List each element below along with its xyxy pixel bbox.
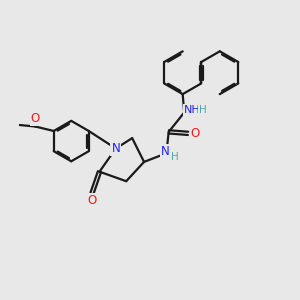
Text: N: N <box>111 142 120 155</box>
Text: H: H <box>199 105 206 115</box>
Text: N: N <box>160 145 169 158</box>
Text: H: H <box>171 152 179 162</box>
Text: O: O <box>191 127 200 140</box>
Text: NH: NH <box>184 105 201 115</box>
Text: O: O <box>31 112 40 125</box>
Text: O: O <box>87 194 97 207</box>
